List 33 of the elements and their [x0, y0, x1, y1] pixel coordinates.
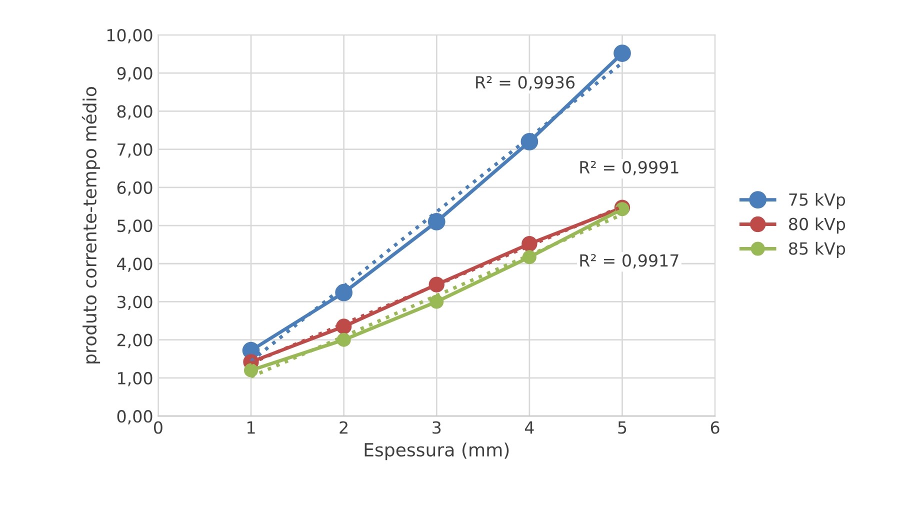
y-tick-label: 1,00: [118, 372, 152, 386]
y-tick-label: 3,00: [118, 296, 152, 310]
point: [335, 284, 352, 302]
annotation: R² = 0,9991: [580, 160, 678, 176]
y-tick-label: 4,00: [117, 258, 152, 272]
y-tick-label: 0,00: [117, 410, 152, 424]
y-tick-label: 8,00: [117, 105, 152, 120]
point: [428, 213, 446, 230]
point: [614, 44, 631, 62]
x-tick-label: 6: [710, 421, 720, 434]
point: [520, 133, 538, 150]
annotation: R² = 0,9917: [580, 254, 678, 268]
point: [244, 363, 258, 378]
x-tick-label: 4: [524, 421, 534, 434]
x-tick-label: 2: [340, 421, 348, 434]
y-tick-label: 10,00: [107, 28, 152, 44]
y-axis-title: produto corrente-tempo médio: [82, 87, 100, 364]
x-tick-label: 1: [248, 421, 255, 434]
y-tick-label: 2,00: [117, 334, 152, 348]
legend-label: 80 kVp: [789, 217, 846, 234]
legend-label: 85 kVp: [789, 242, 846, 258]
x-tick-label: 0: [154, 421, 162, 434]
y-tick-label: 5,00: [118, 219, 152, 234]
x-axis-title: Espessura (mm): [364, 442, 509, 460]
x-tick-label: 3: [432, 421, 441, 434]
point: [430, 294, 444, 309]
y-tick-label: 9,00: [117, 67, 152, 82]
y-tick-label: 7,00: [118, 143, 152, 158]
annotation: R² = 0,9936: [476, 76, 575, 90]
x-tick-label: 5: [618, 421, 626, 434]
legend-label: 75 kVp: [789, 192, 846, 210]
y-tick-label: 6,00: [117, 181, 152, 196]
point: [522, 250, 536, 264]
